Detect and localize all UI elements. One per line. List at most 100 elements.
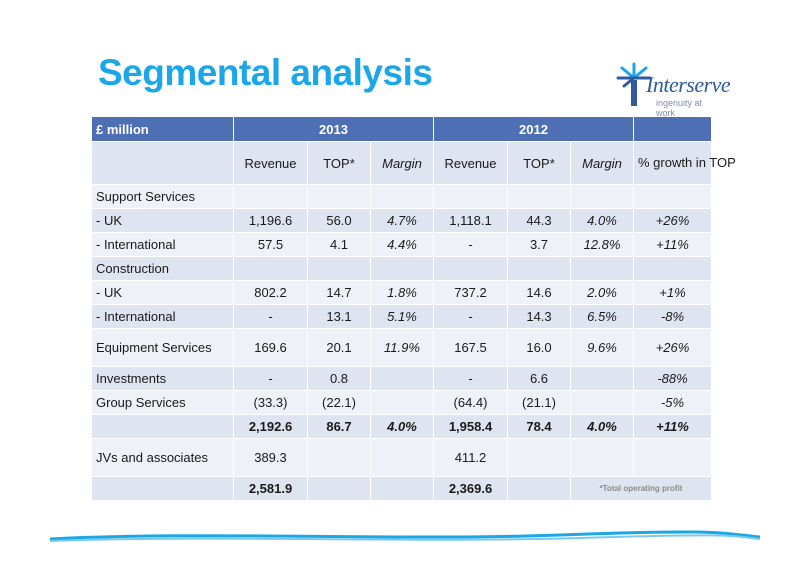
column-subheader-row: Revenue TOP* Margin Revenue TOP* Margin … [91, 141, 736, 185]
col-top-2013: TOP* [307, 141, 371, 185]
cell: 2.0% [570, 280, 634, 305]
row-label: Equipment Services [91, 328, 234, 367]
cell [370, 366, 434, 391]
cell: - [433, 366, 508, 391]
cell [307, 438, 371, 477]
row-label [91, 476, 234, 501]
empty-subheader-cell [91, 141, 234, 185]
cell: - [233, 366, 308, 391]
table-row: Investments - 0.8 - 6.6 -88% [91, 366, 712, 391]
cell [370, 438, 434, 477]
empty-header-cell [633, 116, 712, 142]
row-label: - International [91, 232, 234, 257]
row-label: - UK [91, 280, 234, 305]
cell: - [433, 232, 508, 257]
cell: 4.0% [570, 414, 634, 439]
cell [233, 256, 308, 281]
cell [433, 184, 508, 209]
cell: 6.6 [507, 366, 571, 391]
grand-total-row: 2,581.9 2,369.6 *Total operating profit [91, 476, 712, 501]
cell: 167.5 [433, 328, 508, 367]
cell: 1,118.1 [433, 208, 508, 233]
cell: (33.3) [233, 390, 308, 415]
cell: 4.4% [370, 232, 434, 257]
cell: +26% [633, 328, 712, 367]
cell: 2,369.6 [433, 476, 508, 501]
cell [570, 366, 634, 391]
table-row: - International 57.5 4.1 4.4% - 3.7 12.8… [91, 232, 712, 257]
year-2013-header: 2013 [233, 116, 434, 142]
row-label: Support Services [91, 184, 234, 209]
cell [570, 438, 634, 477]
col-margin-2012: Margin [570, 141, 634, 185]
cell: 14.3 [507, 304, 571, 329]
row-label: JVs and associates [91, 438, 234, 477]
cell [233, 184, 308, 209]
interserve-logo: Interserve ingenuity at work [612, 58, 731, 118]
cell [570, 184, 634, 209]
logo-mark-icon [616, 62, 652, 106]
cell: 9.6% [570, 328, 634, 367]
col-growth: % growth in TOP [633, 141, 736, 185]
table-row: - UK 1,196.6 56.0 4.7% 1,118.1 44.3 4.0%… [91, 208, 712, 233]
cell: (21.1) [507, 390, 571, 415]
col-top-2012: TOP* [507, 141, 571, 185]
cell: 169.6 [233, 328, 308, 367]
cell: 2,192.6 [233, 414, 308, 439]
cell [633, 184, 712, 209]
cell: 13.1 [307, 304, 371, 329]
cell: 4.0% [570, 208, 634, 233]
cell [507, 438, 571, 477]
table-header-row: £ million 2013 2012 [91, 116, 712, 142]
cell: 44.3 [507, 208, 571, 233]
logo-tagline: ingenuity at work [656, 98, 703, 118]
cell: (22.1) [307, 390, 371, 415]
row-label: Group Services [91, 390, 234, 415]
cell: +1% [633, 280, 712, 305]
wave-decoration [49, 530, 761, 542]
cell: 16.0 [507, 328, 571, 367]
cell: -8% [633, 304, 712, 329]
cell: +26% [633, 208, 712, 233]
cell [307, 476, 371, 501]
cell: 6.5% [570, 304, 634, 329]
cell: - [233, 304, 308, 329]
page-title: Segmental analysis [98, 52, 433, 93]
cell: 78.4 [507, 414, 571, 439]
cell [507, 476, 571, 501]
row-label: Investments [91, 366, 234, 391]
cell: 4.1 [307, 232, 371, 257]
cell: 11.9% [370, 328, 434, 367]
logo-name: Interserve [646, 72, 731, 97]
cell: (64.4) [433, 390, 508, 415]
cell: 20.1 [307, 328, 371, 367]
cell: 2,581.9 [233, 476, 308, 501]
cell: 0.8 [307, 366, 371, 391]
table-row: Equipment Services 169.6 20.1 11.9% 167.… [91, 328, 712, 367]
cell [370, 390, 434, 415]
cell: -88% [633, 366, 712, 391]
table-row: - International - 13.1 5.1% - 14.3 6.5% … [91, 304, 712, 329]
year-2012-header: 2012 [433, 116, 634, 142]
cell: -5% [633, 390, 712, 415]
row-label: - International [91, 304, 234, 329]
cell [633, 256, 712, 281]
table-row: JVs and associates 389.3 411.2 [91, 438, 712, 477]
table-row: Group Services (33.3) (22.1) (64.4) (21.… [91, 390, 712, 415]
cell: +11% [633, 414, 712, 439]
cell: 3.7 [507, 232, 571, 257]
table-row: Support Services [91, 184, 712, 209]
footnote: *Total operating profit [570, 476, 712, 501]
cell [370, 476, 434, 501]
table-row: - UK 802.2 14.7 1.8% 737.2 14.6 2.0% +1% [91, 280, 712, 305]
col-margin-2013: Margin [370, 141, 434, 185]
cell: +11% [633, 232, 712, 257]
unit-label: £ million [91, 116, 234, 142]
cell: 737.2 [433, 280, 508, 305]
cell [433, 256, 508, 281]
col-revenue-2012: Revenue [433, 141, 508, 185]
cell: 1.8% [370, 280, 434, 305]
cell: 1,196.6 [233, 208, 308, 233]
cell [570, 256, 634, 281]
cell: 5.1% [370, 304, 434, 329]
